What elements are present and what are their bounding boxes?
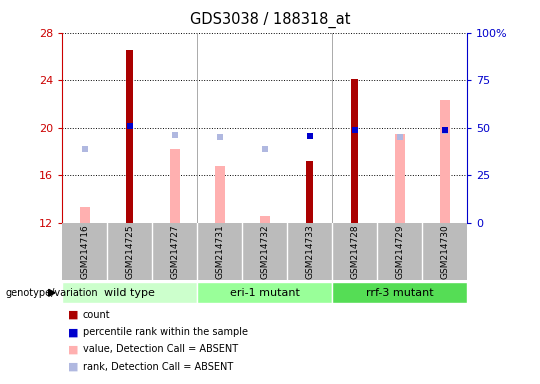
Bar <box>440 100 450 223</box>
Text: GSM214730: GSM214730 <box>440 224 449 279</box>
Text: rrf-3 mutant: rrf-3 mutant <box>366 288 434 298</box>
Bar <box>351 79 358 223</box>
Bar <box>306 161 313 223</box>
Bar <box>79 207 90 223</box>
Bar <box>214 166 225 223</box>
Text: ■: ■ <box>68 362 78 372</box>
Text: count: count <box>83 310 110 320</box>
Text: GSM214716: GSM214716 <box>80 224 89 279</box>
Text: ■: ■ <box>68 344 78 354</box>
Text: GSM214733: GSM214733 <box>305 224 314 279</box>
Text: genotype/variation: genotype/variation <box>5 288 98 298</box>
Text: GSM214728: GSM214728 <box>350 224 359 279</box>
Text: GSM214727: GSM214727 <box>170 224 179 279</box>
Text: GSM214725: GSM214725 <box>125 224 134 279</box>
Text: ■: ■ <box>68 327 78 337</box>
Text: wild type: wild type <box>104 288 155 298</box>
Text: ■: ■ <box>68 310 78 320</box>
Bar <box>332 282 467 303</box>
Bar <box>260 215 269 223</box>
Bar <box>170 149 180 223</box>
Text: eri-1 mutant: eri-1 mutant <box>230 288 300 298</box>
Text: value, Detection Call = ABSENT: value, Detection Call = ABSENT <box>83 344 238 354</box>
Bar <box>197 282 332 303</box>
Text: GSM214731: GSM214731 <box>215 224 224 279</box>
Bar <box>62 282 197 303</box>
Bar <box>126 50 133 223</box>
Bar <box>395 134 404 223</box>
Text: GSM214729: GSM214729 <box>395 224 404 279</box>
Text: rank, Detection Call = ABSENT: rank, Detection Call = ABSENT <box>83 362 233 372</box>
Text: GSM214732: GSM214732 <box>260 224 269 279</box>
Text: percentile rank within the sample: percentile rank within the sample <box>83 327 248 337</box>
Text: GDS3038 / 188318_at: GDS3038 / 188318_at <box>190 12 350 28</box>
